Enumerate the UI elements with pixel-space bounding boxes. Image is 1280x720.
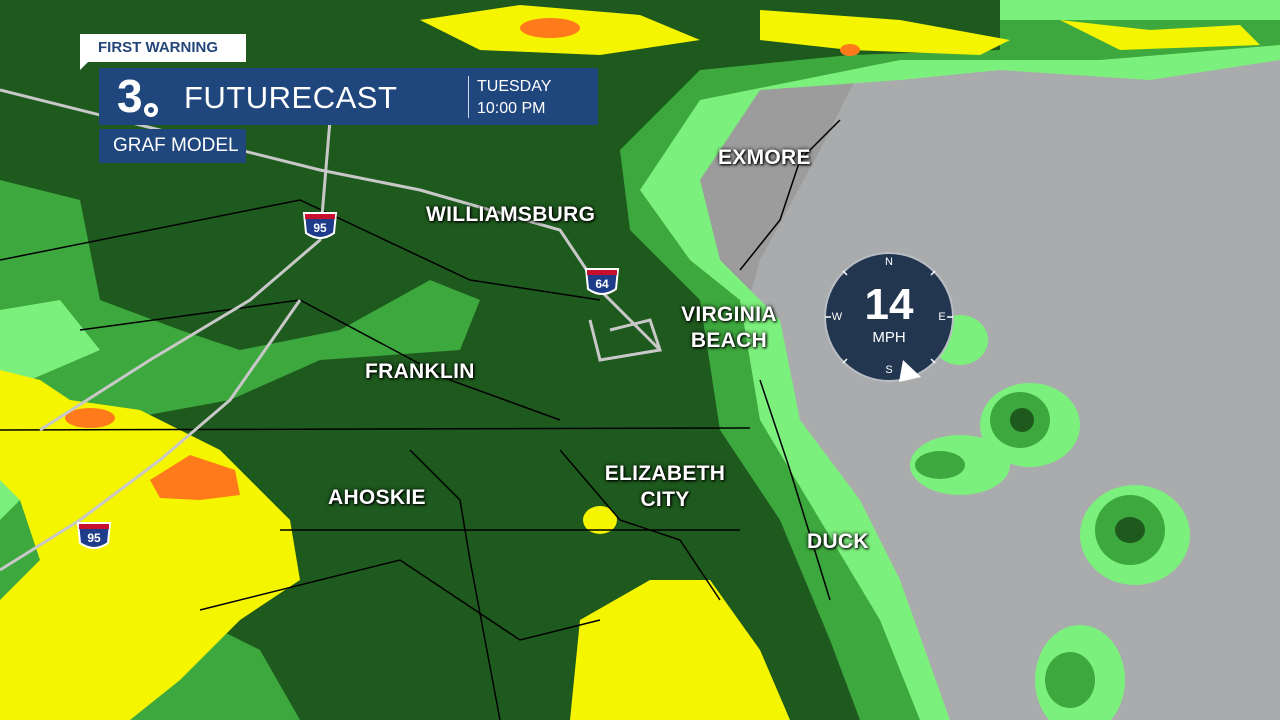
first-warning-badge: FIRST WARNING xyxy=(80,34,246,62)
interstate-number: 64 xyxy=(595,277,609,291)
city-label-ahoskie: AHOSKIE xyxy=(328,486,426,509)
city-label-exmore: EXMORE xyxy=(718,146,811,169)
forecast-time: 10:00 PM xyxy=(477,100,546,117)
title-bar: 3 FUTURECAST TUESDAY 10:00 PM xyxy=(99,68,598,125)
interstate-number: 95 xyxy=(87,531,101,545)
compass-s: S xyxy=(885,364,893,376)
page-title: FUTURECAST xyxy=(184,80,398,115)
station-logo: 3 xyxy=(117,70,143,122)
city-label-williamsburg: WILLIAMSBURG xyxy=(426,203,596,226)
model-label: GRAF MODEL xyxy=(99,129,246,163)
city-label-duck: DUCK xyxy=(807,530,869,553)
city-label-franklin: FRANKLIN xyxy=(365,360,475,383)
divider xyxy=(468,76,469,118)
rain-orange xyxy=(65,18,860,500)
city-label-virginia-beach: VIRGINIA BEACH xyxy=(681,303,777,352)
wind-unit: MPH xyxy=(872,329,906,346)
wind-speed: 14 xyxy=(864,280,914,329)
cbs-eye-icon xyxy=(143,102,159,118)
compass-e: E xyxy=(938,311,946,323)
city-label-elizabeth-city: ELIZABETH CITY xyxy=(604,462,726,511)
interstate-number: 95 xyxy=(313,221,327,235)
badge-tail xyxy=(80,60,90,70)
compass-w: W xyxy=(831,311,843,323)
wind-direction-arrow-icon xyxy=(899,360,921,382)
forecast-day: TUESDAY xyxy=(477,78,552,95)
interstate-95-shield: 95 xyxy=(75,521,113,551)
interstate-64-shield: 64 xyxy=(583,267,621,297)
wind-compass xyxy=(824,252,954,382)
county-borders xyxy=(0,119,841,720)
compass-n: N xyxy=(885,256,893,268)
rain-yellow xyxy=(0,5,1260,720)
interstate-95-shield: 95 xyxy=(301,211,339,241)
compass-ticks xyxy=(825,270,953,364)
